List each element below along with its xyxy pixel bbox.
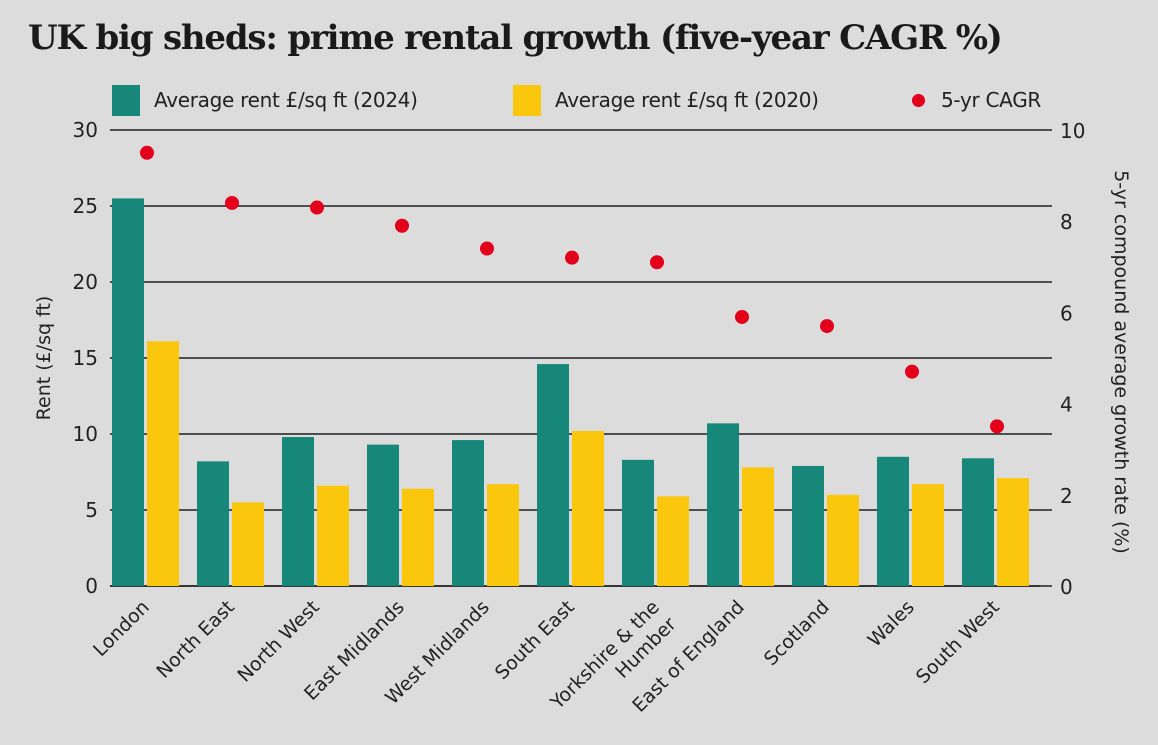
- y-tick-label: 15: [73, 346, 98, 370]
- cagr-dot: [905, 364, 919, 379]
- bar-2020: [232, 502, 264, 586]
- y-axis-left-label: Rent (£/sq ft): [33, 296, 55, 421]
- cagr-dots: [140, 145, 1004, 434]
- cagr-dot: [565, 250, 579, 265]
- bar-2024: [112, 198, 144, 586]
- bar-2020: [742, 467, 774, 586]
- bar-2024: [452, 440, 484, 586]
- x-tick-label-line: Wales: [864, 596, 919, 651]
- x-tick-label: Wales: [864, 596, 919, 651]
- legend-item-cagr: 5-yr CAGR: [912, 84, 1041, 116]
- x-tick-label-line: Scotland: [760, 596, 834, 670]
- cagr-dot: [820, 319, 834, 334]
- bar-2024: [962, 458, 994, 586]
- legend-label-2024: Average rent £/sq ft (2024): [154, 88, 418, 112]
- bar-2020: [317, 485, 349, 586]
- y2-tick-label: 8: [1060, 210, 1073, 234]
- cagr-dot: [735, 309, 749, 324]
- x-tick-label: South East: [491, 596, 579, 684]
- legend-label-2020: Average rent £/sq ft (2020): [555, 88, 819, 112]
- y-tick-label: 25: [73, 194, 98, 218]
- legend-item-2020: Average rent £/sq ft (2020): [513, 84, 819, 116]
- legend-swatch-2020: [513, 84, 541, 116]
- x-tick-label-line: North East: [152, 596, 238, 682]
- x-tick-label-line: South East: [491, 596, 579, 684]
- cagr-dot: [140, 145, 154, 160]
- bar-2024: [282, 437, 314, 586]
- y-tick-label: 30: [73, 118, 98, 142]
- bar-2020: [997, 478, 1029, 586]
- legend-label-cagr: 5-yr CAGR: [941, 88, 1041, 112]
- y2-tick-label: 4: [1060, 393, 1073, 417]
- bars: [112, 198, 1029, 586]
- y-tick-label: 10: [73, 422, 98, 446]
- y-axis-right-ticks: 0 2 4 6 8 10: [1060, 119, 1085, 599]
- x-tick-label-line: South West: [912, 596, 1004, 688]
- x-tick-label: Scotland: [760, 596, 834, 670]
- bar-2024: [877, 456, 909, 586]
- bar-2020: [572, 430, 604, 586]
- x-tick-label: North West: [233, 596, 323, 686]
- x-tick-label: South West: [912, 596, 1004, 688]
- y-tick-label: 5: [85, 498, 98, 522]
- cagr-dot: [310, 200, 324, 215]
- y2-tick-label: 10: [1060, 119, 1085, 143]
- x-tick-label: North East: [152, 596, 238, 682]
- x-tick-label: London: [89, 596, 154, 661]
- y-tick-label: 20: [73, 270, 98, 294]
- x-tick-label-line: London: [89, 596, 154, 661]
- bar-2024: [792, 465, 824, 586]
- bar-2020: [827, 494, 859, 586]
- y-axis-right-label: 5-yr compound average growth rate (%): [1110, 170, 1132, 554]
- bar-2020: [147, 341, 179, 586]
- legend-dot-cagr: [912, 93, 925, 107]
- bar-2020: [487, 484, 519, 586]
- y2-tick-label: 6: [1060, 301, 1073, 325]
- cagr-dot: [650, 255, 664, 270]
- cagr-dot: [480, 241, 494, 256]
- legend-item-2024: Average rent £/sq ft (2024): [112, 84, 418, 116]
- bar-2024: [367, 444, 399, 586]
- bar-2020: [912, 484, 944, 586]
- bar-2024: [622, 459, 654, 586]
- y2-tick-label: 2: [1060, 484, 1073, 508]
- chart-title: UK big sheds: prime rental growth (five-…: [28, 18, 1003, 58]
- bar-2024: [537, 364, 569, 586]
- bar-2020: [657, 496, 689, 586]
- bar-2024: [197, 461, 229, 586]
- cagr-dot: [395, 218, 409, 233]
- cagr-dot: [990, 419, 1004, 434]
- y2-tick-label: 0: [1060, 575, 1073, 599]
- x-tick-label-line: North West: [233, 596, 323, 686]
- y-tick-label: 0: [85, 574, 98, 598]
- bar-2020: [402, 488, 434, 586]
- cagr-dot: [225, 195, 239, 210]
- y-axis-left-ticks: 0 5 10 15 20 25 30: [73, 118, 98, 598]
- bar-2024: [707, 423, 739, 586]
- legend-swatch-2024: [112, 84, 140, 116]
